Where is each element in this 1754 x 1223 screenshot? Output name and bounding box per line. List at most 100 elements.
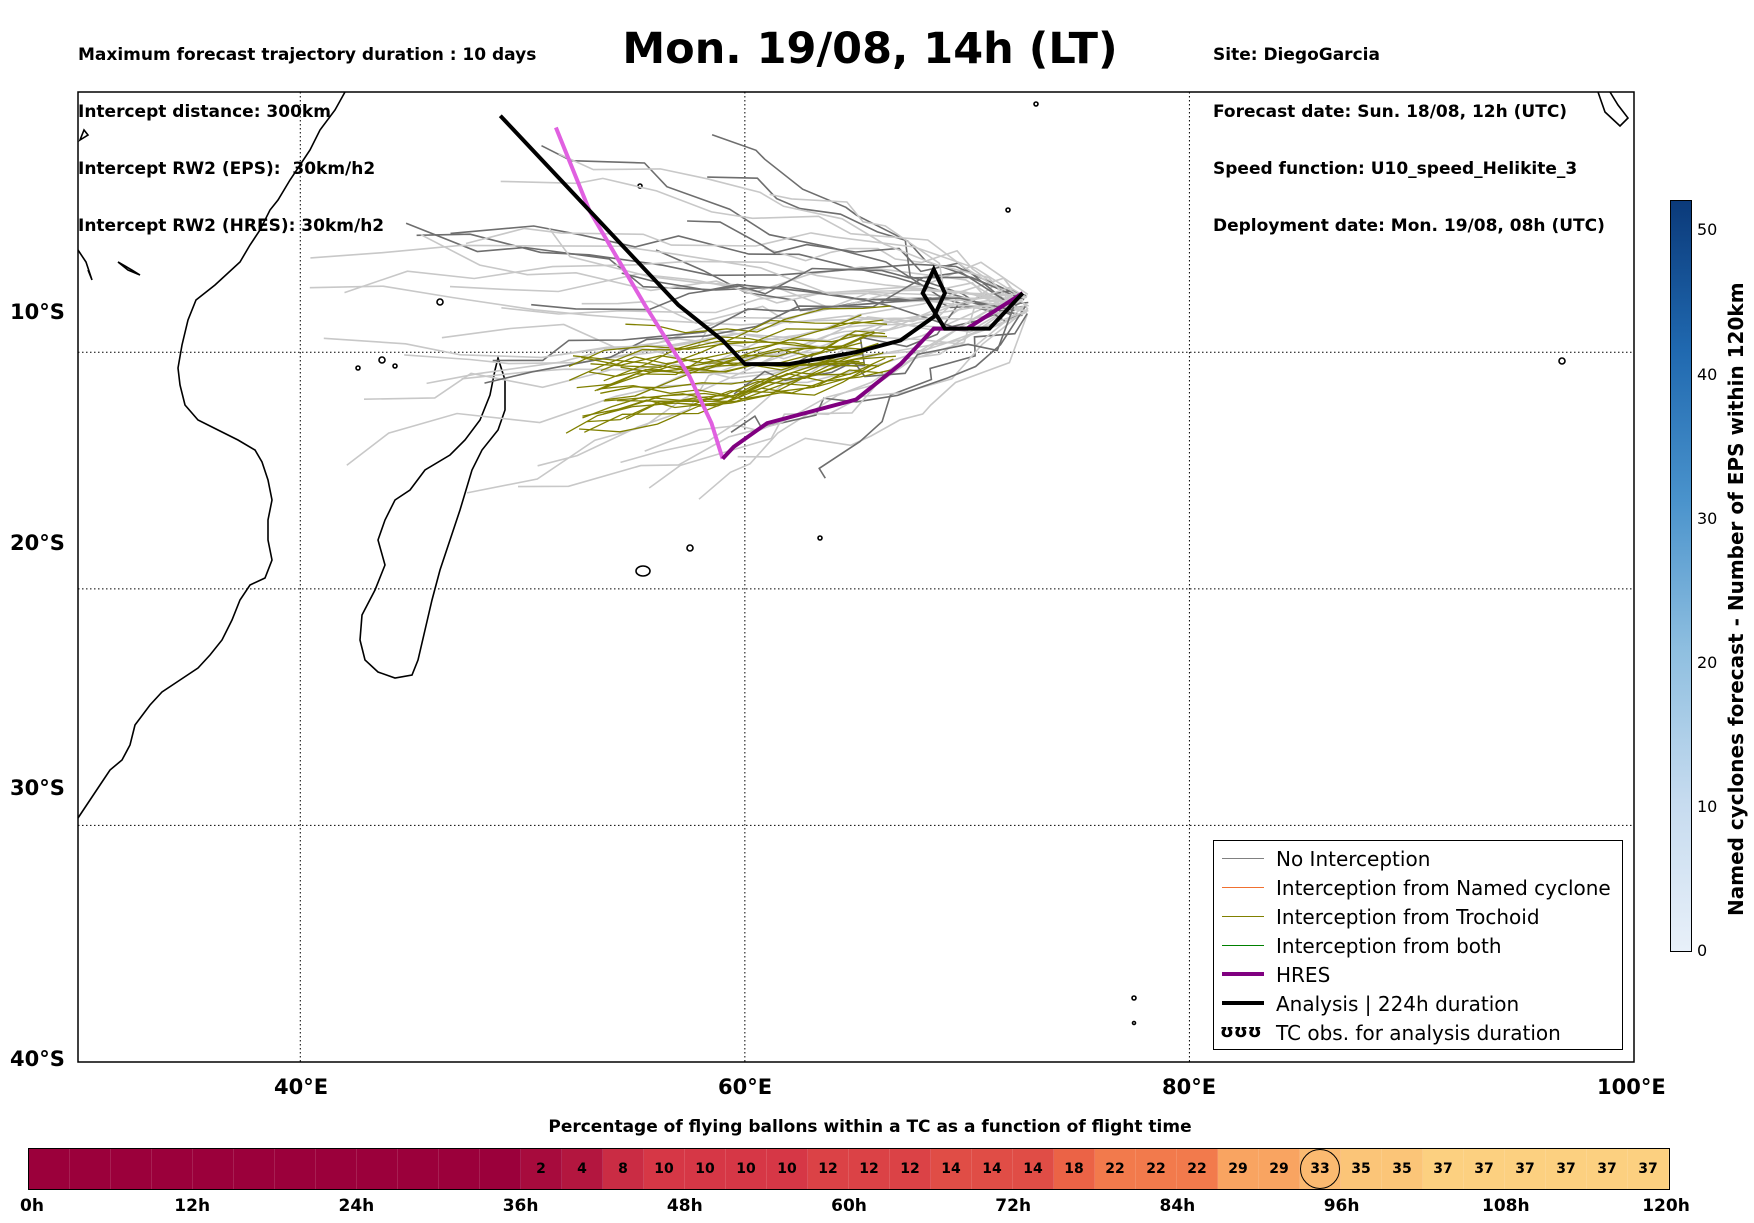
flight-time-tick: 60h [831,1196,867,1216]
flight-bar-cell: 10 [644,1149,685,1189]
flight-bar-cell: 10 [767,1149,808,1189]
flight-bar-cell: 18 [1054,1149,1095,1189]
flight-bar-cell: 37 [1587,1149,1628,1189]
flight-time-tick: 24h [338,1196,375,1216]
current-time-marker [1300,1149,1340,1189]
flight-bar-cell: 37 [1546,1149,1587,1189]
eps-track [711,133,1020,323]
india-coast [1597,91,1630,128]
somalia-coast [77,249,93,281]
analysis-track [498,114,1025,367]
madagascar-coast [359,355,506,679]
colorbar-tick: 30 [1697,509,1718,528]
lat-tick: 20°S [10,531,65,555]
eps-tracks-trochoid [565,305,896,434]
lon-tick: 40°E [274,1075,329,1099]
info-line: Speed function: U10_speed_Helikite_3 [1213,159,1578,179]
lat-tick: 10°S [10,300,65,324]
legend-item: ʊʊʊ TC obs. for analysis duration [1214,1018,1622,1047]
eps-track-trochoid [596,335,865,391]
legend-label: TC obs. for analysis duration [1276,1021,1561,1045]
lon-tick: 100°E [1597,1075,1666,1099]
eps-track-trochoid [603,321,888,382]
flight-bar-cell: 37 [1505,1149,1546,1189]
island [1131,995,1137,1001]
eps-track [541,144,1023,312]
legend-label: No Interception [1276,847,1431,871]
flight-bar-cell [439,1149,480,1189]
flight-bar-cell [480,1149,521,1189]
flight-bar-cell: 12 [890,1149,931,1189]
eps-track [309,285,1027,326]
eps-track-trochoid [582,360,860,419]
eps-track-trochoid [600,362,880,394]
flight-time-tick: 84h [1159,1196,1196,1216]
legend-item: Interception from Trochoid [1214,902,1622,931]
flight-bar-cell: 22 [1095,1149,1136,1189]
legend-swatch [1222,916,1264,917]
lat-tick: 30°S [10,776,65,800]
eps-track-trochoid [600,346,864,372]
eps-track-trochoid [625,305,891,334]
info-right: Site: DiegoGarcia Forecast date: Sun. 18… [1213,8,1605,255]
flight-bar-cell: 2 [521,1149,562,1189]
eps-track [769,193,1024,303]
island [378,356,386,364]
tc-obs-icon: ʊʊʊ [1220,1021,1262,1042]
flight-bar-cell [357,1149,398,1189]
flight-bar-cell: 14 [972,1149,1013,1189]
eps-track-trochoid [576,362,865,389]
flight-bar-cell: 35 [1341,1149,1382,1189]
flight-bar-cell [70,1149,111,1189]
legend-swatch [1222,1001,1264,1005]
flight-bar-cell: 10 [685,1149,726,1189]
legend-swatch [1222,858,1264,859]
flight-bar-cell [398,1149,439,1189]
flight-bar-cell [29,1149,70,1189]
flight-bar-cell [152,1149,193,1189]
flight-time-tick: 0h [20,1196,44,1216]
flight-bar-cell: 33 [1300,1149,1341,1189]
flight-bar-cell [275,1149,316,1189]
flight-time-tick: 12h [174,1196,211,1216]
flight-bar-cell [193,1149,234,1189]
eps-track [620,284,1030,464]
eps-track [644,308,1028,452]
colorbar-label: Named cyclones forecast - Number of EPS … [1724,282,1748,916]
eps-track-trochoid [568,314,862,381]
legend-item: Interception from both [1214,931,1622,960]
eps-track [466,295,1028,494]
flight-bar-cell: 12 [849,1149,890,1189]
lon-tick: 80°E [1162,1075,1217,1099]
flight-bar-cell: 4 [562,1149,603,1189]
map-grid [78,92,1634,1062]
island [355,365,361,371]
legend-item: Analysis | 224h duration [1214,989,1622,1018]
flight-time-tick: 108h [1482,1196,1530,1216]
eps-track [461,294,1016,380]
flight-bar-cell: 37 [1628,1149,1669,1189]
flight-bar-title: Percentage of flying ballons within a TC… [548,1117,1192,1137]
coastline [77,91,1630,1026]
flight-bar-cell: 22 [1177,1149,1218,1189]
info-line: Deployment date: Mon. 19/08, 08h (UTC) [1213,216,1605,236]
info-line: Intercept distance: 300km [78,102,331,122]
flight-time-tick: 120h [1642,1196,1690,1216]
eps-track [698,311,1027,500]
colorbar-tick: 10 [1697,797,1718,816]
page-title: Mon. 19/08, 14h (LT) [622,24,1118,74]
colorbar-tick: 50 [1697,220,1718,239]
island [78,128,90,142]
legend-label: Interception from Named cyclone [1276,876,1611,900]
eps-track [648,307,1028,489]
eps-track-trochoid [586,369,883,423]
eps-track [634,277,1029,398]
flight-time-tick: 48h [666,1196,703,1216]
flight-bar-cell [234,1149,275,1189]
flight-bar-cell [111,1149,152,1189]
info-line: Maximum forecast trajectory duration : 1… [78,45,537,65]
island-mauritius [686,544,694,552]
island [117,261,141,276]
eps-track [517,294,1014,488]
island [1131,1020,1137,1026]
